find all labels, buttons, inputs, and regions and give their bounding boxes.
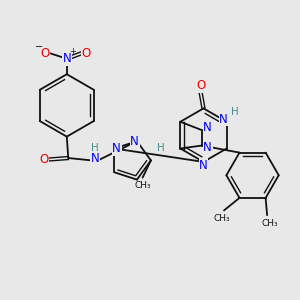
Text: +: +	[69, 47, 76, 56]
Text: O: O	[196, 79, 205, 92]
Text: N: N	[203, 141, 212, 154]
Text: O: O	[82, 47, 91, 60]
Text: N: N	[219, 113, 228, 126]
Text: O: O	[40, 47, 50, 60]
Text: CH₃: CH₃	[213, 214, 230, 223]
Text: H: H	[158, 142, 165, 153]
Text: N: N	[130, 135, 139, 148]
Text: N: N	[203, 121, 212, 134]
Text: N: N	[62, 52, 71, 65]
Text: H: H	[231, 107, 239, 117]
Text: N: N	[199, 159, 208, 172]
Text: O: O	[39, 153, 48, 166]
Text: N: N	[112, 142, 121, 155]
Text: N: N	[91, 152, 99, 165]
Text: H: H	[91, 143, 99, 153]
Text: CH₃: CH₃	[261, 219, 278, 228]
Text: −: −	[35, 43, 43, 52]
Text: CH₃: CH₃	[134, 181, 151, 190]
